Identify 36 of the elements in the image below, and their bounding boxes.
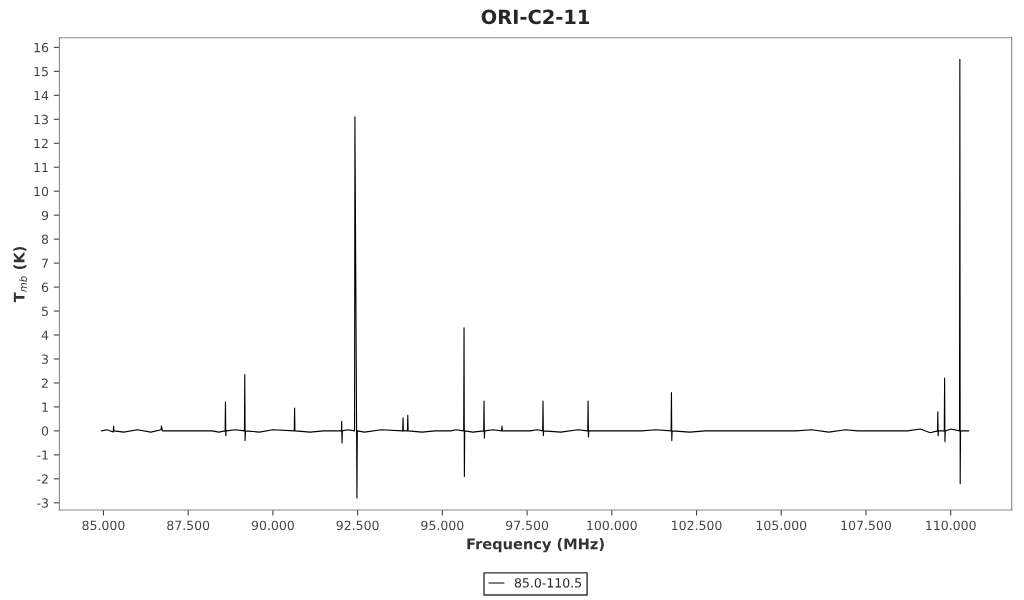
chart-title: ORI-C2-11 [481,9,590,25]
y-tick-label: -1 [37,450,48,460]
y-tick-label: 3 [41,354,48,364]
y-tick-label: 8 [41,234,49,245]
y-tick-label: 10 [34,186,49,197]
y-tick-label: 5 [41,306,48,316]
x-tick-label: 90.000 [251,520,294,531]
y-tick-label: 6 [41,282,49,293]
y-tick-label: 2 [41,378,48,388]
x-tick-label: 102.500 [672,520,722,531]
y-tick-label: 12 [34,138,48,149]
y-tick-label: 7 [42,258,48,268]
x-tick-label: 110.000 [926,520,976,531]
line-series [100,58,970,499]
y-tick-label: 1 [42,402,48,412]
y-tick-label: 16 [34,42,49,53]
x-tick-label: 107.500 [841,520,891,531]
x-tick-label: 85.000 [82,520,125,531]
y-tick-label: -2 [37,474,48,484]
y-tick-label: 0 [41,426,49,436]
x-tick-label: 92.500 [336,520,379,531]
x-tick-label: 87.500 [167,520,210,531]
x-tick-label: 105.000 [756,520,807,531]
x-axis-title: Frequency (MHz) [467,538,604,553]
y-tick-label: 9 [41,210,49,221]
y-tick-label: 11 [34,162,48,172]
x-tick-label: 95.000 [421,520,464,531]
y-tick-label: -3 [37,498,48,508]
legend-label: 85.0-110.5 [514,578,582,588]
x-tick-label: 97.500 [506,520,549,531]
y-tick-label: 13 [34,114,48,125]
x-tick-label: 100.000 [587,520,637,531]
y-tick-label: 15 [34,66,48,77]
y-tick-label: 4 [41,330,49,340]
y-tick-label: 14 [34,90,49,101]
y-axis-title: T$_{mb}$ (K) [13,246,27,303]
